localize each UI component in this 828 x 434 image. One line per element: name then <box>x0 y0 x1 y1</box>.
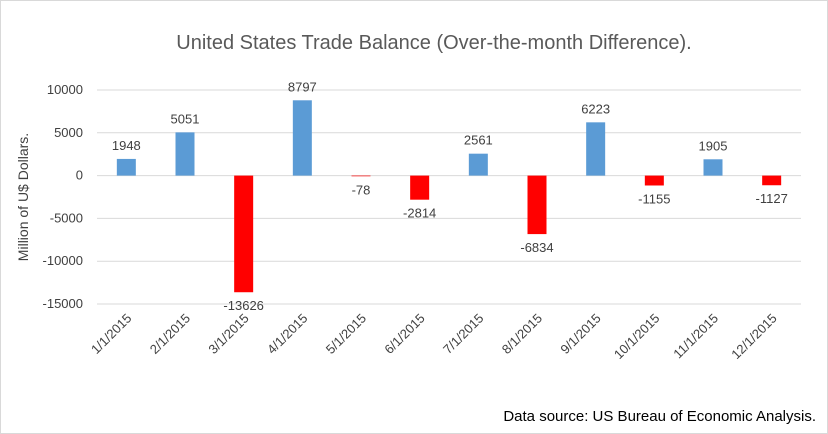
y-tick-label: -10000 <box>43 253 83 268</box>
x-tick-label: 5/1/2015 <box>323 311 369 357</box>
bar <box>292 100 312 176</box>
bar <box>234 175 254 293</box>
chart-title: United States Trade Balance (Over-the-mo… <box>176 32 691 54</box>
y-axis-ticks: 10000 5000 0 -5000 -10000 -15000 <box>43 82 83 311</box>
x-tick-label: 2/1/2015 <box>147 311 193 357</box>
x-tick-label: 8/1/2015 <box>499 311 545 357</box>
bar <box>527 175 547 235</box>
x-tick-label: 4/1/2015 <box>264 311 310 357</box>
data-label: -2814 <box>403 206 436 221</box>
x-tick-label: 1/1/2015 <box>88 311 134 357</box>
x-tick-label: 7/1/2015 <box>440 311 486 357</box>
x-axis-ticks: 1/1/2015 2/1/2015 3/1/2015 4/1/2015 5/1/2015… <box>88 311 780 363</box>
bar <box>586 122 606 176</box>
grid-layer <box>97 89 801 305</box>
bar <box>116 158 136 176</box>
data-label: 6223 <box>581 101 610 116</box>
y-tick-label: -5000 <box>50 210 83 225</box>
data-label: 1948 <box>112 138 141 153</box>
x-tick-label: 11/1/2015 <box>670 311 721 362</box>
x-tick-label: 10/1/2015 <box>611 311 663 363</box>
data-label: 1905 <box>699 138 728 153</box>
data-label: -1127 <box>756 191 788 206</box>
y-tick-label: 5000 <box>54 125 83 140</box>
bar <box>351 175 371 177</box>
data-label: 8797 <box>288 79 317 94</box>
bar <box>410 175 430 200</box>
x-tick-label: 6/1/2015 <box>381 311 427 357</box>
y-tick-label: -15000 <box>43 296 83 311</box>
x-tick-label: 3/1/2015 <box>205 311 251 357</box>
y-axis-label: Million of U$ Dollars. <box>15 133 31 261</box>
x-tick-label: 12/1/2015 <box>728 311 780 363</box>
bar <box>762 175 782 186</box>
data-label: 2561 <box>464 133 493 148</box>
y-tick-label: 0 <box>76 168 83 183</box>
data-label: -6834 <box>520 240 553 255</box>
bars <box>116 100 782 293</box>
x-tick-label: 9/1/2015 <box>557 311 603 357</box>
data-labels: 1948 5051 -13626 8797 -78 -2814 2561 -6834 6223 -… <box>112 79 788 313</box>
data-label: -1155 <box>638 191 670 206</box>
bar <box>468 153 488 176</box>
data-label: -78 <box>352 182 371 197</box>
data-label: -13626 <box>223 298 263 313</box>
bar <box>644 175 664 186</box>
bar <box>703 159 723 176</box>
y-tick-label: 10000 <box>47 82 83 97</box>
source-note: Data source: US Bureau of Economic Analy… <box>503 408 816 425</box>
data-label: 5051 <box>171 111 200 126</box>
bar <box>175 132 195 176</box>
